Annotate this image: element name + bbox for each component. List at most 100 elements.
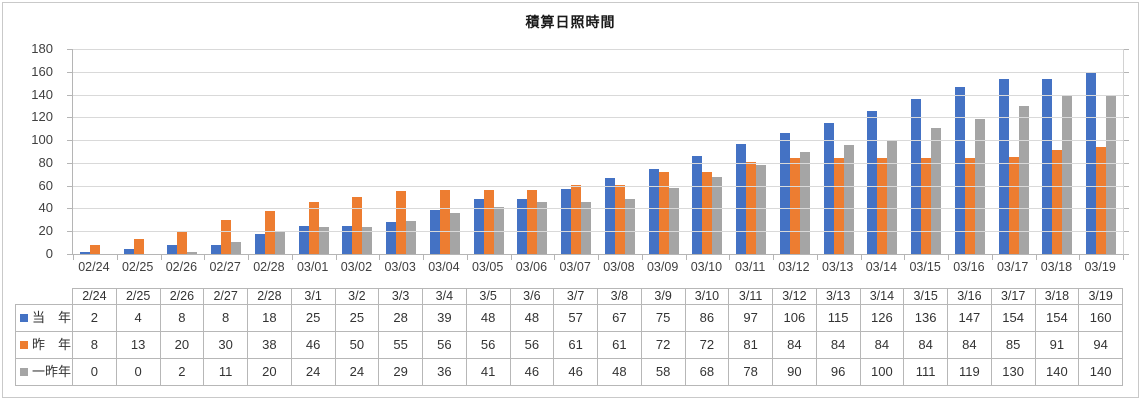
x-axis-tick xyxy=(773,255,774,260)
table-value-cell: 48 xyxy=(597,358,642,386)
x-axis-tick xyxy=(948,255,949,260)
table-value-cell: 84 xyxy=(859,331,905,359)
table-value-cell: 29 xyxy=(378,358,423,386)
x-axis-tick xyxy=(904,255,906,260)
bar-this-year xyxy=(211,244,222,254)
bar-last-year xyxy=(1052,150,1063,254)
bar-group xyxy=(117,49,161,254)
bar-this-year xyxy=(823,123,834,254)
bar-this-year xyxy=(79,251,90,254)
table-value-cell: 61 xyxy=(597,331,642,359)
x-axis-label: 02/25 xyxy=(121,260,154,274)
y-axis-tick-right xyxy=(1124,163,1129,164)
table-value-cell: 81 xyxy=(728,331,773,359)
bar-last-year xyxy=(964,158,975,254)
series-name: 一昨年 xyxy=(32,364,72,379)
bar-group xyxy=(729,49,773,254)
y-axis-tick-right xyxy=(1124,186,1129,187)
x-axis-tick xyxy=(816,255,818,260)
table-value-cell: 46 xyxy=(553,358,598,386)
x-axis-tick xyxy=(423,255,424,260)
bar-year-before-last xyxy=(668,187,679,254)
table-value-cell: 154 xyxy=(990,304,1036,332)
bar-last-year xyxy=(1008,157,1019,254)
table-value-cell: 18 xyxy=(247,304,292,332)
table-value-cell: 13 xyxy=(115,331,161,359)
table-value-cell: 55 xyxy=(378,331,423,359)
table-value-cell: 24 xyxy=(334,358,380,386)
bar-group xyxy=(948,49,992,254)
bar-this-year xyxy=(517,199,528,254)
gridline xyxy=(73,95,1123,96)
y-axis-tick xyxy=(67,186,72,187)
bar-last-year xyxy=(177,231,188,254)
table-value-cell: 41 xyxy=(465,358,511,386)
table-value-cell: 67 xyxy=(597,304,642,332)
x-axis-tick xyxy=(554,255,556,260)
bar-year-before-last xyxy=(843,144,854,254)
bar-this-year xyxy=(1042,78,1053,254)
bar-group xyxy=(204,49,248,254)
bar-this-year xyxy=(123,249,134,254)
bar-last-year xyxy=(221,219,232,254)
legend-key-icon xyxy=(20,340,28,349)
y-axis-label: 20 xyxy=(38,223,53,238)
bar-last-year xyxy=(746,161,757,254)
table-header-cell: 2/24 xyxy=(72,288,117,305)
bar-this-year xyxy=(1086,71,1097,254)
y-axis-tick xyxy=(67,208,72,209)
y-axis-tick-right xyxy=(1124,208,1129,209)
table-value-cell: 48 xyxy=(465,304,511,332)
bar-group xyxy=(554,49,598,254)
bar-group xyxy=(642,49,686,254)
table-value-cell: 28 xyxy=(378,304,423,332)
table-value-cell: 84 xyxy=(903,331,948,359)
table-value-cell: 130 xyxy=(990,358,1036,386)
bar-year-before-last xyxy=(187,251,198,254)
table-value-cell: 160 xyxy=(1078,304,1123,332)
table-header-cell: 3/19 xyxy=(1078,288,1123,305)
x-axis-label: 03/06 xyxy=(515,260,548,274)
table-value-cell: 140 xyxy=(1078,358,1123,386)
bar-this-year xyxy=(604,177,615,254)
table-value-cell: 126 xyxy=(859,304,905,332)
gridline xyxy=(73,208,1123,209)
y-axis-tick xyxy=(67,72,72,73)
table-value-cell: 48 xyxy=(509,304,555,332)
table-value-cell: 97 xyxy=(728,304,773,332)
table-value-cell: 86 xyxy=(684,304,730,332)
table-row: 一昨年 0 0 2 11 20 24 24 29 36 41 46 46 48 58 68 78 90 96 100 1… xyxy=(15,358,1123,386)
series-label-cell: 一昨年 xyxy=(15,358,73,386)
y-axis: 0 20 40 60 80 100 120 140 160 180 xyxy=(0,42,62,261)
table-value-cell: 140 xyxy=(1034,358,1080,386)
bar-this-year xyxy=(561,189,572,254)
y-axis-label: 40 xyxy=(38,200,53,215)
table-value-cell: 75 xyxy=(640,304,686,332)
bar-group xyxy=(992,49,1036,254)
x-axis-tick xyxy=(991,255,993,260)
table-value-cell: 56 xyxy=(465,331,511,359)
series-label-cell: 当 年 xyxy=(15,304,73,332)
table-header-cell: 3/7 xyxy=(553,288,598,305)
series-name: 当 年 xyxy=(32,310,72,325)
bar-this-year xyxy=(298,225,309,254)
bar-this-year xyxy=(254,233,265,254)
y-axis-tick-right xyxy=(1124,140,1129,141)
y-axis-tick xyxy=(67,231,72,232)
bar-last-year xyxy=(352,197,363,254)
x-axis-label: 03/14 xyxy=(865,260,898,274)
bar-group xyxy=(686,49,730,254)
x-axis-tick xyxy=(860,255,862,260)
bar-last-year xyxy=(396,191,407,254)
y-axis-tick-right xyxy=(1124,72,1129,73)
table-value-cell: 56 xyxy=(509,331,555,359)
x-axis-label: 03/05 xyxy=(471,260,504,274)
table-header-cell: 2/28 xyxy=(247,288,292,305)
bar-year-before-last xyxy=(318,226,329,254)
bar-year-before-last xyxy=(581,201,592,254)
table-value-cell: 94 xyxy=(1078,331,1123,359)
plot-area xyxy=(67,49,1129,260)
table-value-cell: 91 xyxy=(1034,331,1080,359)
bar-this-year xyxy=(998,78,1009,254)
table-header-cell: 3/1 xyxy=(290,288,336,305)
